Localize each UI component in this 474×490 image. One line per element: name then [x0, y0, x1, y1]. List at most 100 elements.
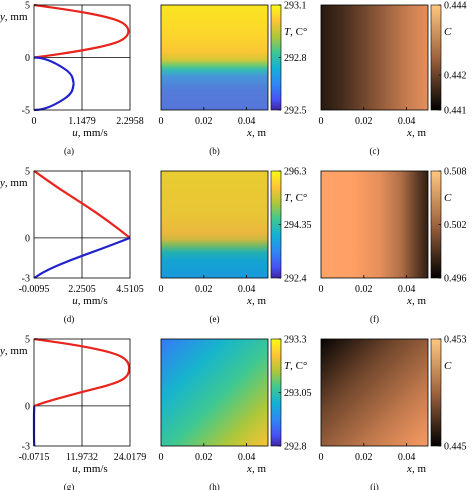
x-axis-var: x	[406, 463, 412, 475]
profile-series-line	[33, 337, 131, 407]
colorbar-var: C	[444, 192, 452, 204]
x-tick-label: 0	[32, 116, 37, 127]
x-axis-unit: , m	[412, 295, 427, 307]
profile-series-line	[33, 83, 75, 112]
y-axis-label: y, mm	[0, 177, 28, 189]
panel-caption: (a)	[64, 146, 74, 156]
x-tick-label: 0.02	[195, 284, 213, 295]
colorbar-tick-label: 293.3	[284, 335, 307, 346]
colorbar-tick-label: 0.508	[444, 167, 467, 178]
panel-caption: (f)	[370, 314, 379, 324]
x-axis-label: x, m	[406, 463, 426, 475]
axes-frame	[33, 338, 131, 447]
colorbar-tick-label: 0.496	[444, 274, 467, 285]
axes-frame	[160, 170, 269, 279]
x-axis-unit: , m	[412, 127, 427, 139]
x-axis-label: x, m	[246, 295, 266, 307]
x-axis-var: x	[246, 127, 252, 139]
x-axis-unit: , mm/s	[78, 463, 108, 475]
temperature-heatmap-2: 0.02 0.04 0 x, m (h) 292.8 293.05 293.3 T, C°	[159, 335, 312, 490]
axes-frame	[160, 4, 269, 111]
profile-series-line	[33, 56, 75, 84]
colorbar-label: T, C°	[284, 360, 307, 372]
x-axis-unit: , mm/s	[78, 295, 108, 307]
heatmap-field	[321, 171, 428, 278]
y-tick-label: 0	[25, 401, 30, 412]
temperature-heatmap-0: 0.02 0.04 0 x, m (b) 292.5 292.8 293.1 T, C°	[159, 1, 308, 157]
x-tick-label: 2.2505	[68, 284, 96, 295]
colorbar-var: T	[284, 360, 291, 372]
colorbar: 292.8 293.05 293.3 T, C°	[270, 335, 312, 453]
colorbar: 0.441 0.442 0.444 C	[430, 1, 467, 117]
x-axis-label: x, m	[406, 295, 426, 307]
colorbar-tick-label: 294.35	[284, 220, 312, 231]
x-tick-label: 0	[319, 284, 324, 295]
profile-series-line	[33, 3, 130, 59]
y-tick-label: -3	[22, 442, 30, 453]
x-axis-var: u	[72, 463, 78, 475]
x-axis-unit: , m	[252, 463, 267, 475]
colorbar-var: T	[284, 26, 291, 38]
x-axis-unit: , mm/s	[78, 127, 108, 139]
panel-caption: (b)	[209, 146, 220, 156]
axes-frame	[320, 170, 429, 279]
x-tick-label: 0	[319, 452, 324, 463]
x-tick-label: -0.0095	[19, 284, 50, 295]
colorbar-var: C	[444, 26, 452, 38]
x-tick-label: 0.04	[238, 452, 256, 463]
x-tick-label: 0.04	[398, 116, 416, 127]
colorbar-label: T, C°	[284, 192, 307, 204]
colorbar: 292.4 294.35 296.3 T, C°	[270, 167, 312, 285]
y-tick-label: 0	[25, 53, 30, 64]
colorbar-tick-label: 292.5	[284, 106, 307, 117]
x-axis-unit: , m	[412, 463, 427, 475]
colorbar-label: T, C°	[284, 26, 307, 38]
panel-caption: (h)	[209, 482, 220, 490]
x-tick-label: 0.04	[398, 452, 416, 463]
x-tick-label: 11.9732	[66, 452, 98, 463]
x-axis-var: x	[406, 295, 412, 307]
x-tick-label: 0	[159, 284, 164, 295]
panel-caption: (c)	[370, 146, 380, 156]
x-tick-label: 0.02	[195, 116, 213, 127]
y-axis-var: y	[0, 177, 5, 189]
colorbar-label: C	[444, 360, 452, 372]
panel-caption: (e)	[210, 314, 220, 324]
temperature-heatmap-1: 0.02 0.04 0 x, m (e) 292.4 294.35 296.3 T, C°	[159, 167, 312, 325]
x-tick-label: 0.02	[355, 116, 373, 127]
y-axis-unit: , mm	[5, 345, 28, 357]
y-tick-label: 5	[25, 1, 30, 12]
colorbar-label: C	[444, 26, 452, 38]
x-tick-label: 0.02	[195, 452, 213, 463]
colorbar: 0.445 0.453 C	[430, 335, 467, 453]
heatmap-field-overlay	[161, 171, 268, 278]
y-axis-unit: , mm	[5, 177, 28, 189]
colorbar-tick-label: 0.442	[444, 71, 467, 82]
x-tick-label: 0	[159, 452, 164, 463]
x-tick-label: 0.04	[238, 116, 256, 127]
x-tick-label: 1.1479	[68, 116, 96, 127]
profile-series-line	[33, 236, 131, 279]
colorbar-tick-label: 296.3	[284, 167, 307, 178]
heatmap-field-overlay	[161, 5, 268, 110]
x-axis-label: x, m	[406, 127, 426, 139]
x-axis-label: u, mm/s	[72, 127, 107, 139]
y-axis-label: y, mm	[0, 11, 28, 23]
heatmap-field	[161, 339, 268, 446]
x-tick-label: 4.5105	[116, 284, 144, 295]
x-axis-unit: , m	[252, 295, 267, 307]
y-tick-label: 5	[25, 335, 30, 346]
y-axis-var: y	[0, 345, 5, 357]
concentration-heatmap-1: 0.02 0.04 0 x, m (f) 0.496 0.502 0.508 C	[319, 167, 467, 325]
colorbar-unit: , C°	[290, 26, 307, 38]
axes-frame	[33, 4, 131, 111]
x-axis-label: x, m	[246, 127, 266, 139]
colorbar-tick-label: 292.8	[284, 53, 307, 64]
y-tick-label: 5	[25, 167, 30, 178]
profile-series-line	[33, 170, 131, 239]
heatmap-field	[321, 339, 428, 446]
